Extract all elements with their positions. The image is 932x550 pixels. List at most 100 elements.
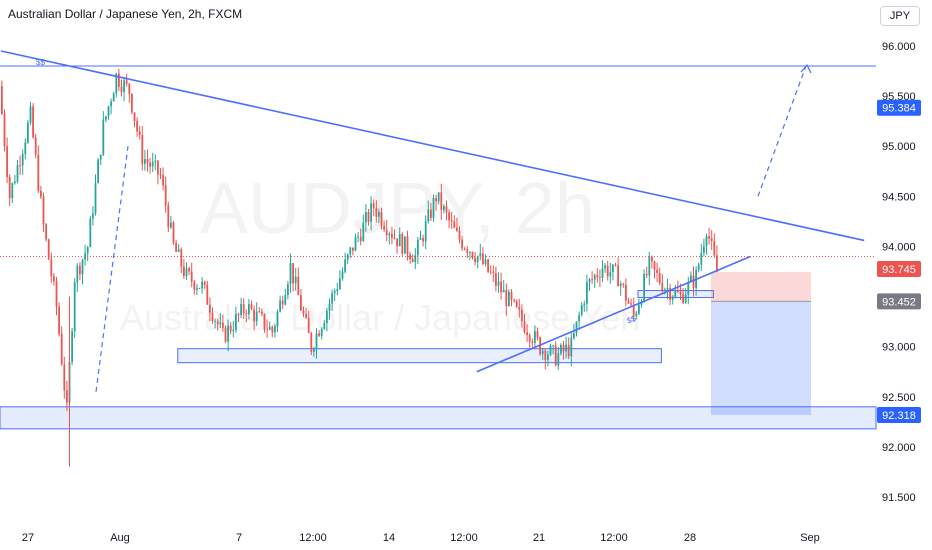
- candle: [370, 203, 372, 222]
- candle: [453, 221, 456, 228]
- candle: [42, 196, 45, 225]
- candle: [505, 289, 508, 306]
- candle: [281, 300, 284, 305]
- candle: [89, 218, 92, 248]
- candle: [172, 222, 175, 243]
- candle: [562, 344, 565, 352]
- candle: [583, 303, 586, 306]
- candle: [138, 131, 141, 136]
- candle: [271, 326, 274, 333]
- y-tick-label: 96.000: [882, 41, 916, 53]
- y-tick-label: 94.000: [882, 241, 916, 253]
- candle: [596, 275, 599, 278]
- candle: [344, 259, 346, 272]
- candle: [37, 154, 40, 191]
- demand-zone: [0, 406, 877, 430]
- candle: [29, 106, 32, 123]
- candle: [674, 290, 677, 297]
- candle: [497, 281, 500, 286]
- candle: [240, 304, 242, 315]
- watermark-symbol: AUDJPY, 2h: [200, 169, 595, 249]
- candle: [112, 93, 115, 102]
- x-tick-label: 12:00: [600, 532, 628, 544]
- candle: [248, 304, 250, 315]
- candle: [276, 311, 279, 327]
- candle: [632, 304, 635, 316]
- target-projection-line: [757, 65, 807, 197]
- short-position-stop: [711, 272, 811, 302]
- candle: [209, 304, 211, 313]
- candle: [326, 310, 328, 324]
- candle: [710, 238, 713, 242]
- candle: [86, 247, 89, 254]
- candle: [97, 159, 99, 184]
- candle: [310, 333, 313, 352]
- candle: [214, 320, 216, 322]
- liquidity-label: $$: [36, 58, 45, 67]
- candle: [430, 209, 432, 218]
- candle: [601, 268, 604, 278]
- currency-button[interactable]: JPY: [880, 6, 920, 26]
- price-badge: [877, 407, 921, 424]
- candle: [669, 287, 671, 300]
- candle: [320, 328, 323, 337]
- candle: [404, 236, 406, 254]
- candle: [346, 254, 349, 260]
- candle: [547, 354, 549, 360]
- candle: [627, 300, 630, 304]
- candle: [643, 273, 645, 302]
- candle: [232, 330, 235, 332]
- candle: [183, 266, 185, 276]
- candle: [318, 333, 320, 337]
- candle: [645, 273, 648, 276]
- candle: [638, 304, 640, 314]
- candle: [159, 174, 162, 176]
- candle: [333, 290, 336, 294]
- candle: [242, 304, 245, 314]
- candle: [206, 284, 209, 305]
- price-badge-label: 95.384: [882, 103, 916, 115]
- candle: [671, 296, 674, 300]
- candle: [289, 263, 292, 285]
- candle: [401, 234, 404, 254]
- candle: [502, 289, 505, 293]
- candle: [331, 293, 333, 304]
- candle: [40, 190, 42, 197]
- candle: [383, 225, 385, 230]
- candle: [354, 236, 357, 251]
- candle: [466, 249, 469, 254]
- candle: [521, 309, 523, 321]
- candle: [250, 304, 253, 310]
- candle: [66, 390, 68, 403]
- price-badge-label: 93.452: [882, 296, 916, 308]
- x-tick-label: 27: [22, 532, 34, 544]
- candle: [349, 247, 352, 255]
- candle: [440, 192, 443, 211]
- y-tick-label: 95.000: [882, 141, 916, 153]
- x-tick-label: 14: [383, 532, 395, 544]
- candle: [177, 249, 180, 252]
- candle: [255, 311, 258, 322]
- short-position-target: [711, 301, 811, 416]
- candle: [263, 313, 266, 330]
- candle: [227, 325, 229, 342]
- candle: [118, 73, 120, 87]
- candle: [432, 197, 435, 218]
- candle: [50, 259, 53, 277]
- candle: [55, 281, 58, 307]
- candle: [211, 312, 214, 322]
- price-badge-label: 93.745: [882, 264, 916, 276]
- candle: [625, 284, 627, 301]
- candle: [651, 256, 653, 262]
- candle: [21, 153, 24, 166]
- candle: [284, 295, 287, 305]
- y-tick-label: 92.500: [882, 392, 916, 404]
- candle: [305, 313, 307, 318]
- candle: [253, 309, 255, 322]
- candle: [419, 238, 422, 240]
- candle: [469, 252, 471, 254]
- candle: [11, 183, 14, 199]
- candle: [409, 254, 411, 260]
- ascending-trendline: [476, 255, 751, 373]
